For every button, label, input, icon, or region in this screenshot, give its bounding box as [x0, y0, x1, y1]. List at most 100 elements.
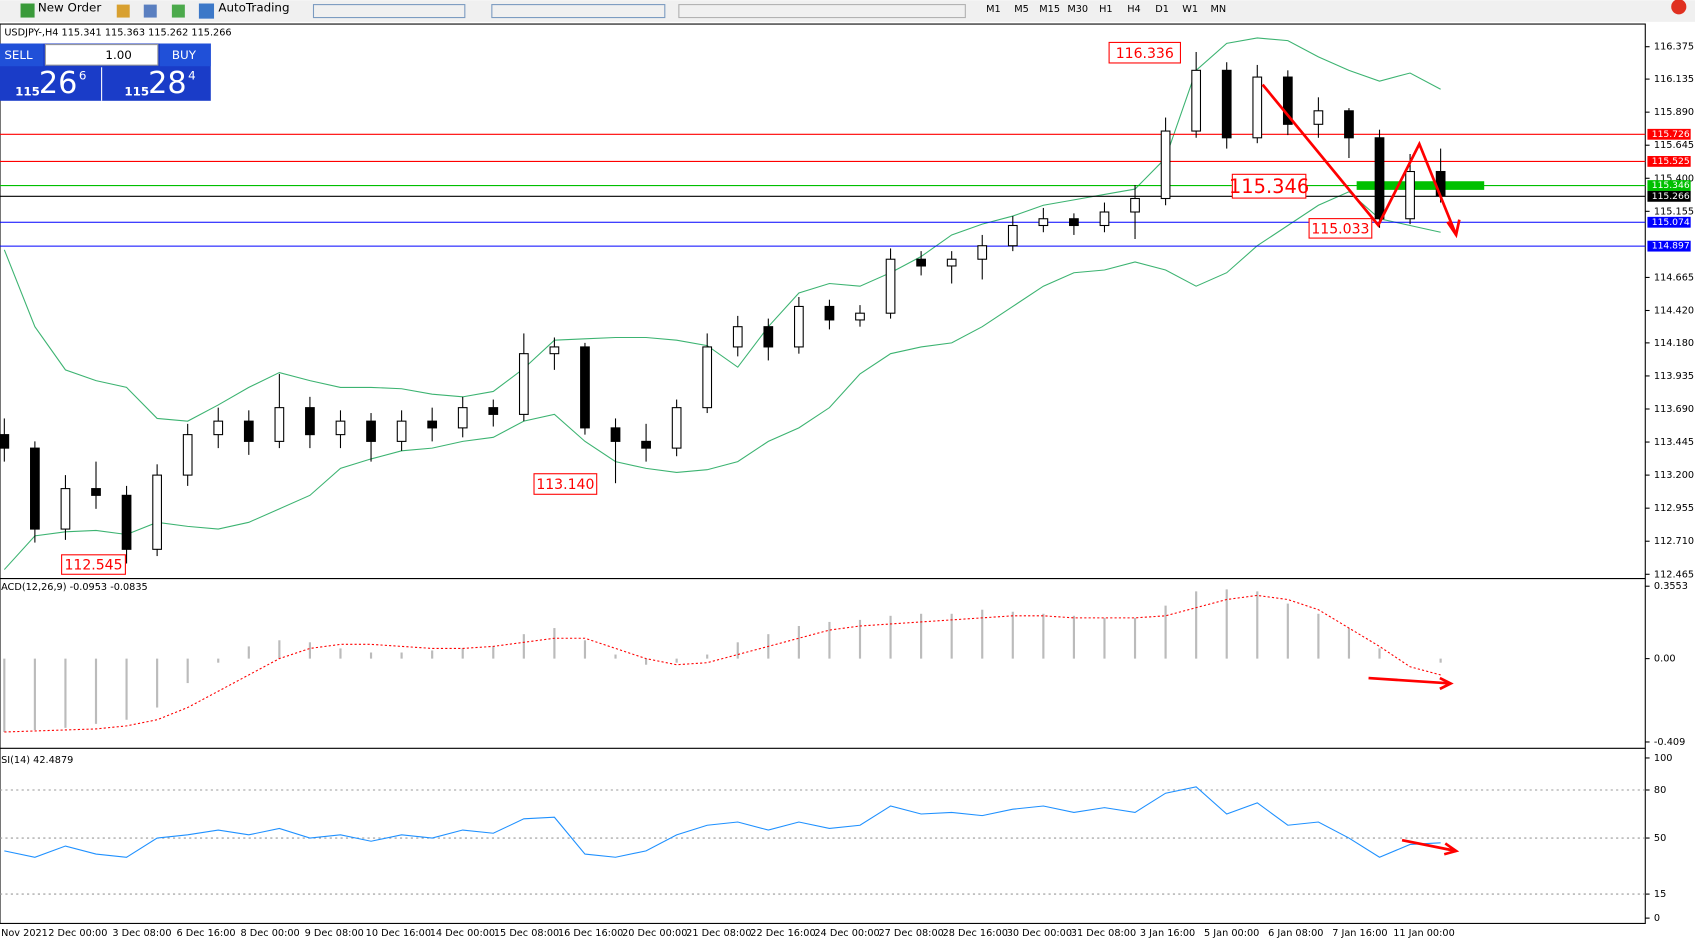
x-tick-label: 20 Dec 00:00	[622, 928, 687, 939]
y-tick-label: 113.935	[1654, 371, 1694, 382]
timeframe[interactable]: W1	[1182, 4, 1198, 15]
timeframe[interactable]: H4	[1127, 4, 1141, 15]
annotation: 115.033	[1311, 221, 1369, 237]
tool-icon[interactable]	[143, 4, 157, 18]
candle-body	[1405, 170, 1415, 220]
annotation: 112.545	[64, 558, 122, 574]
ask-big-figure: 115	[124, 85, 149, 99]
annotation-box	[61, 554, 126, 575]
y-tick-label: 115.645	[1654, 140, 1694, 151]
toolbar	[0, 0, 1695, 22]
rsi-label: SI(14) 42.4879	[1, 755, 73, 766]
x-tick-label: 24 Dec 00:00	[814, 928, 879, 939]
x-tick-label: 30 Dec 00:00	[1007, 928, 1072, 939]
notification[interactable]	[1671, 0, 1687, 15]
candle-body	[702, 346, 713, 409]
y-tick-label: 15	[1654, 889, 1666, 900]
x-tick-label: Nov 2021	[1, 928, 48, 939]
x-tick-label: 2 Dec 00:00	[48, 928, 107, 939]
timeframe[interactable]: D1	[1155, 4, 1169, 15]
x-tick-label: 11 Jan 00:00	[1393, 928, 1455, 939]
tool-icon[interactable]	[116, 4, 130, 18]
x-tick-label: 3 Jan 16:00	[1140, 928, 1195, 939]
arrow-head	[1443, 842, 1460, 856]
ask-point: 4	[188, 68, 196, 82]
candle-body	[1191, 69, 1202, 132]
timeframe[interactable]: MN	[1210, 4, 1226, 15]
candle-body	[427, 420, 438, 429]
candle-body	[0, 434, 10, 449]
bid-big-figure: 115	[15, 85, 40, 99]
chart-header: USDJPY-,H4 115.341 115.363 115.262 115.2…	[4, 28, 231, 39]
macd-arrow	[1368, 676, 1451, 685]
annotation-box	[533, 473, 598, 495]
candle-body	[732, 326, 743, 348]
chart-area	[0, 23, 1646, 924]
timeframe[interactable]: M5	[1014, 4, 1029, 15]
y-tick-label: 115.155	[1654, 206, 1694, 217]
candle-body	[1099, 211, 1110, 227]
candle-body	[1130, 197, 1140, 213]
lot-input[interactable]	[44, 44, 159, 66]
sell-label[interactable]: SELL	[4, 48, 33, 62]
tool-icon[interactable]	[171, 4, 185, 18]
y-tick-label: 112.955	[1654, 503, 1694, 514]
y-tick-label: 114.180	[1654, 338, 1694, 349]
y-tick-label: 100	[1654, 753, 1673, 764]
lot[interactable]: 1.00	[105, 48, 131, 62]
buy-label[interactable]: BUY	[172, 48, 197, 62]
tool-group[interactable]	[678, 4, 966, 19]
tool-group[interactable]	[312, 4, 466, 19]
bid-pips: 26	[39, 66, 78, 101]
candle-body	[91, 488, 101, 496]
timeframe[interactable]: M1	[986, 4, 1001, 15]
candle-body	[305, 407, 315, 436]
ask-pips: 28	[148, 66, 187, 101]
candle-body	[213, 420, 224, 436]
candle-body	[1252, 76, 1263, 139]
x-tick-label: 31 Dec 08:00	[1071, 928, 1136, 939]
x-tick-label: 10 Dec 16:00	[366, 928, 431, 939]
x-tick-label: 7 Jan 16:00	[1332, 928, 1387, 939]
annotation: 115.346	[1229, 175, 1309, 198]
candle-body	[549, 346, 560, 355]
candle-body	[977, 245, 988, 260]
candle-body	[1007, 224, 1018, 247]
candle-body	[885, 258, 896, 314]
y-tick-label: 112.710	[1654, 536, 1694, 547]
sell-button[interactable]	[0, 43, 44, 67]
new-order[interactable]: New Order	[38, 0, 102, 14]
timeframe[interactable]: H1	[1099, 4, 1113, 15]
y-tick-label: 116.375	[1654, 42, 1694, 53]
candle-body	[610, 427, 621, 442]
y-tick-label: 0.00	[1654, 654, 1676, 665]
y-tick-label: 80	[1654, 785, 1666, 796]
tool-group[interactable]	[491, 4, 666, 19]
autotrading-icon[interactable]	[198, 3, 215, 19]
timeframe[interactable]: M15	[1039, 4, 1060, 15]
candle-body	[580, 346, 590, 429]
x-tick-label: 21 Dec 08:00	[686, 928, 751, 939]
candle-body	[1374, 137, 1385, 220]
x-tick-label: 27 Dec 08:00	[878, 928, 943, 939]
x-tick-label: 14 Dec 00:00	[430, 928, 495, 939]
x-tick-label: 8 Dec 00:00	[241, 928, 300, 939]
candle-body	[488, 407, 499, 415]
rsi-line	[4, 786, 1441, 858]
y-tick-label: 0	[1654, 913, 1660, 924]
candle-body	[763, 326, 774, 348]
x-tick-label: 22 Dec 16:00	[750, 928, 815, 939]
buy-button[interactable]	[159, 43, 211, 67]
autotrading[interactable]: AutoTrading	[218, 0, 289, 14]
level-tag	[1647, 155, 1691, 167]
level-label: 115.726	[1652, 129, 1690, 140]
y-tick-label: 114.420	[1654, 305, 1694, 316]
candle-body	[335, 420, 346, 436]
timeframe[interactable]: M30	[1067, 4, 1088, 15]
candle-body	[518, 353, 529, 415]
x-tick-label: 6 Dec 16:00	[176, 928, 235, 939]
new-order-icon[interactable]	[20, 3, 35, 18]
x-tick-label: 9 Dec 08:00	[305, 928, 364, 939]
